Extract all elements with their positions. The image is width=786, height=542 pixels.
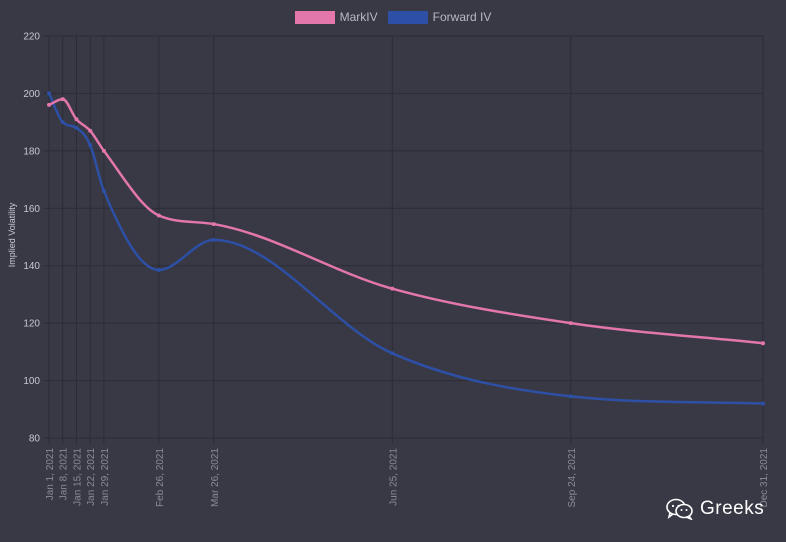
data-point-forward-iv [74, 125, 79, 130]
x-tick-label: Dec 31, 2021 [759, 448, 770, 508]
x-tick-label: Jan 8, 2021 [59, 448, 70, 501]
data-point-forward-iv [156, 268, 161, 273]
y-tick-label: 100 [23, 376, 40, 387]
data-point-markiv [761, 341, 765, 346]
series-line-markiv [48, 97, 764, 345]
y-tick-label: 160 [23, 204, 40, 215]
data-point-forward-iv [101, 189, 106, 194]
x-tick-label: Sep 24, 2021 [567, 448, 578, 508]
data-point-markiv [390, 286, 395, 291]
y-tick-label: 200 [23, 89, 40, 100]
legend-item-forward-iv[interactable]: Forward IV [387, 10, 492, 24]
legend-item-markiv[interactable]: MarkIV [294, 10, 378, 24]
watermark-text: Greeks [700, 498, 765, 519]
x-tick-label: Jun 25, 2021 [388, 448, 399, 506]
legend: MarkIV Forward IV [0, 10, 786, 24]
legend-swatch-markiv [294, 10, 335, 24]
data-point-forward-iv [568, 394, 573, 399]
x-tick-label: Jan 22, 2021 [86, 448, 97, 506]
data-point-markiv [101, 148, 106, 153]
x-tick-label: Mar 26, 2021 [210, 448, 221, 507]
data-point-markiv [211, 222, 216, 227]
watermark: Greeks [666, 498, 764, 520]
legend-swatch-forward-iv [387, 10, 428, 24]
series-line-forward-iv [47, 92, 764, 405]
y-tick-label: 220 [23, 32, 40, 43]
data-point-forward-iv [761, 401, 765, 406]
data-point-forward-iv [88, 143, 93, 148]
data-point-markiv [74, 117, 79, 122]
x-tick-label: Feb 26, 2021 [155, 448, 166, 507]
x-tick-label: Jan 1, 2021 [45, 448, 56, 501]
data-point-forward-iv [390, 351, 395, 356]
data-point-markiv [156, 213, 161, 218]
data-point-markiv [88, 128, 93, 133]
data-point-markiv [568, 321, 573, 326]
legend-label-markiv: MarkIV [339, 10, 378, 24]
wechat-icon [666, 498, 693, 520]
data-point-forward-iv [60, 120, 65, 125]
legend-label-forward-iv: Forward IV [432, 10, 492, 24]
y-tick-label: 140 [23, 261, 40, 272]
y-axis-label: Implied Volatility [7, 202, 17, 268]
x-tick-label: Jan 15, 2021 [72, 448, 83, 506]
y-tick-label: 180 [23, 146, 40, 157]
data-point-forward-iv [211, 237, 216, 242]
y-tick-label: 120 [23, 319, 40, 330]
y-tick-label: 80 [29, 434, 41, 445]
data-point-markiv [60, 97, 65, 102]
x-tick-label: Jan 29, 2021 [100, 448, 111, 506]
data-point-forward-iv [47, 91, 51, 96]
data-point-markiv [47, 102, 51, 107]
